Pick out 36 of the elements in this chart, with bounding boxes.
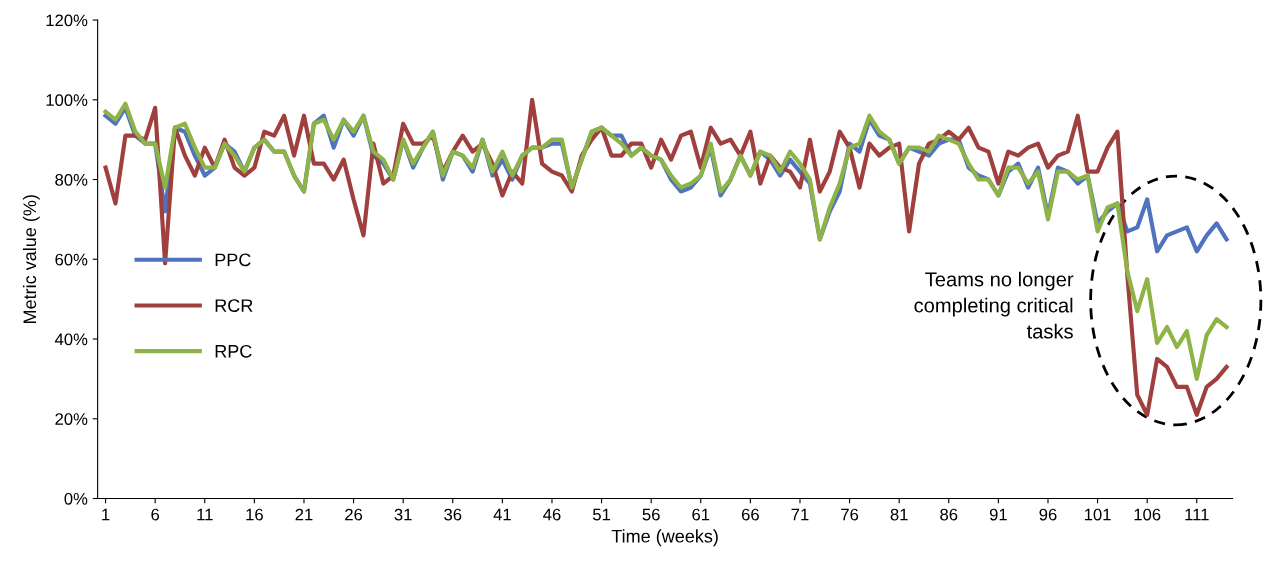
x-tick-label: 86 [940, 508, 958, 521]
x-tick-label: 51 [592, 508, 611, 521]
x-tick-label: 36 [444, 508, 462, 521]
y-axis-title: Metric value (%) [22, 195, 40, 324]
x-tick-label: 31 [394, 508, 412, 521]
x-tick-label: 11 [197, 508, 213, 521]
x-axis-title: Time (weeks) [611, 529, 718, 547]
x-tick-label: 91 [989, 508, 1007, 521]
legend-label: PPC [215, 253, 251, 267]
x-tick-label: 61 [692, 508, 710, 521]
y-tick-label: 20% [55, 413, 88, 425]
x-tick-label: 76 [841, 508, 859, 521]
x-tick-label: 21 [295, 508, 313, 521]
x-tick-label: 111 [1185, 508, 1209, 521]
y-tick-label: 0% [64, 492, 88, 505]
y-tick-label: 100% [46, 94, 88, 106]
x-tick-label: 26 [345, 508, 363, 521]
annotation: Teams no longer completing critical tasks [914, 271, 1074, 339]
y-tick-label: 60% [55, 253, 88, 266]
x-tick-label: 16 [246, 508, 263, 521]
x-tick-label: 1 [102, 508, 110, 521]
x-tick-label: 106 [1134, 508, 1161, 521]
x-tick-label: 101 [1084, 508, 1111, 521]
x-tick-label: 71 [791, 508, 809, 521]
legend-label: RCR [215, 299, 253, 312]
y-tick-label: 120% [46, 14, 88, 27]
x-tick-label: 96 [1039, 508, 1057, 521]
x-tick-label: 41 [493, 508, 511, 521]
y-tick-label: 40% [54, 333, 88, 346]
x-tick-label: 66 [741, 508, 759, 521]
legend-label: RPC [215, 344, 252, 358]
x-tick-label: 56 [642, 508, 660, 521]
x-tick-label: 6 [151, 508, 160, 521]
y-tick-label: 80% [55, 173, 88, 186]
x-tick-label: 81 [890, 508, 908, 521]
x-tick-label: 46 [543, 508, 561, 521]
